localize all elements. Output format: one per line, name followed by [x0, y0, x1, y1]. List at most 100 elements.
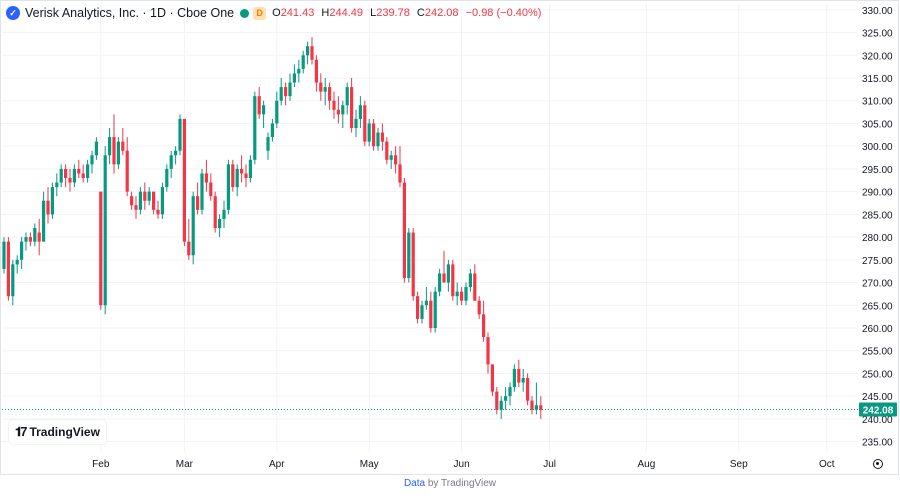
- candle-body[interactable]: [266, 137, 270, 151]
- candle-body[interactable]: [310, 46, 314, 60]
- candle-body[interactable]: [90, 155, 94, 165]
- candle-body[interactable]: [306, 46, 310, 56]
- candle-body[interactable]: [244, 173, 248, 178]
- candle-body[interactable]: [433, 291, 437, 328]
- candle-body[interactable]: [328, 87, 332, 101]
- candle-body[interactable]: [235, 168, 239, 188]
- candle-body[interactable]: [411, 232, 415, 297]
- candle-body[interactable]: [372, 123, 376, 147]
- candle-body[interactable]: [191, 196, 195, 256]
- candle-body[interactable]: [187, 241, 191, 256]
- candle-body[interactable]: [68, 178, 72, 183]
- candle-body[interactable]: [530, 400, 534, 410]
- candle-body[interactable]: [288, 82, 292, 97]
- candle-body[interactable]: [407, 232, 411, 278]
- candle-body[interactable]: [24, 237, 28, 242]
- candle-body[interactable]: [314, 59, 318, 83]
- candle-body[interactable]: [86, 164, 90, 178]
- candle-body[interactable]: [416, 296, 420, 319]
- candle-body[interactable]: [103, 155, 107, 306]
- candle-body[interactable]: [297, 68, 301, 74]
- candle-body[interactable]: [231, 164, 235, 188]
- candle-body[interactable]: [455, 291, 459, 297]
- candle-body[interactable]: [99, 191, 103, 306]
- candle-body[interactable]: [446, 264, 450, 283]
- candle-body[interactable]: [2, 241, 6, 269]
- candle-body[interactable]: [169, 155, 173, 169]
- candle-body[interactable]: [240, 168, 244, 174]
- candle-body[interactable]: [477, 300, 481, 315]
- candle-body[interactable]: [262, 105, 266, 115]
- candle-body[interactable]: [134, 205, 138, 210]
- candle-body[interactable]: [147, 191, 151, 201]
- candle-body[interactable]: [301, 55, 305, 69]
- candle-body[interactable]: [380, 132, 384, 142]
- candle-body[interactable]: [358, 105, 362, 119]
- candle-body[interactable]: [218, 218, 222, 228]
- candle-body[interactable]: [112, 137, 116, 165]
- candle-body[interactable]: [50, 187, 54, 215]
- candle-body[interactable]: [385, 141, 389, 160]
- candle-body[interactable]: [504, 396, 508, 401]
- candle-body[interactable]: [336, 109, 340, 115]
- candle-body[interactable]: [160, 187, 164, 215]
- candle-body[interactable]: [521, 378, 525, 383]
- candle-body[interactable]: [37, 232, 41, 242]
- candle-body[interactable]: [55, 182, 59, 188]
- candle-body[interactable]: [345, 87, 349, 106]
- candle-body[interactable]: [442, 273, 446, 283]
- candle-body[interactable]: [152, 191, 156, 210]
- candle-body[interactable]: [121, 141, 125, 151]
- candle-body[interactable]: [42, 200, 46, 242]
- candle-body[interactable]: [156, 209, 160, 215]
- candle-body[interactable]: [222, 209, 226, 219]
- price-chart[interactable]: 330.00 325.00 320.00 315.00 310.00 305.00 300.…: [0, 0, 900, 475]
- candle-body[interactable]: [11, 264, 15, 297]
- candle-body[interactable]: [292, 73, 296, 83]
- candle-body[interactable]: [72, 168, 76, 183]
- candle-body[interactable]: [508, 387, 512, 397]
- candle-body[interactable]: [482, 314, 486, 338]
- candle-body[interactable]: [116, 141, 120, 165]
- candle-body[interactable]: [130, 196, 134, 206]
- candle-body[interactable]: [350, 87, 354, 128]
- candle-body[interactable]: [424, 300, 428, 306]
- candle-body[interactable]: [279, 87, 283, 101]
- candle-body[interactable]: [319, 82, 323, 92]
- candle-body[interactable]: [6, 241, 10, 297]
- candle-body[interactable]: [354, 118, 358, 128]
- data-link[interactable]: Data: [403, 478, 426, 489]
- candle-body[interactable]: [332, 100, 336, 110]
- candle-body[interactable]: [209, 182, 213, 197]
- candle-body[interactable]: [196, 196, 200, 210]
- candle-body[interactable]: [526, 378, 530, 401]
- delayed-data-badge[interactable]: D: [253, 6, 267, 20]
- candle-body[interactable]: [402, 182, 406, 278]
- candle-body[interactable]: [323, 87, 327, 92]
- symbol-title[interactable]: Verisk Analytics, Inc. · 1D · Cboe One: [25, 6, 235, 20]
- candle-body[interactable]: [94, 141, 98, 156]
- candle-body[interactable]: [284, 87, 288, 97]
- candle-body[interactable]: [200, 173, 204, 210]
- candle-body[interactable]: [20, 241, 24, 260]
- candle-body[interactable]: [77, 168, 81, 174]
- candle-body[interactable]: [451, 264, 455, 297]
- candle-body[interactable]: [534, 405, 538, 410]
- candle-body[interactable]: [248, 159, 252, 178]
- candle-body[interactable]: [512, 368, 516, 388]
- candle-body[interactable]: [376, 132, 380, 147]
- candle-body[interactable]: [275, 100, 279, 124]
- candle-body[interactable]: [517, 368, 521, 383]
- candle-body[interactable]: [468, 273, 472, 288]
- candle-body[interactable]: [539, 405, 543, 410]
- candle-body[interactable]: [438, 273, 442, 292]
- candle-body[interactable]: [429, 300, 433, 328]
- tradingview-logo[interactable]: 𝟏7 TradingView: [9, 420, 106, 444]
- candle-body[interactable]: [59, 168, 63, 183]
- candle-body[interactable]: [363, 105, 367, 142]
- candle-body[interactable]: [143, 191, 147, 201]
- candle-body[interactable]: [420, 305, 424, 319]
- candle-body[interactable]: [499, 400, 503, 410]
- candle-body[interactable]: [490, 364, 494, 392]
- candle-body[interactable]: [213, 196, 217, 228]
